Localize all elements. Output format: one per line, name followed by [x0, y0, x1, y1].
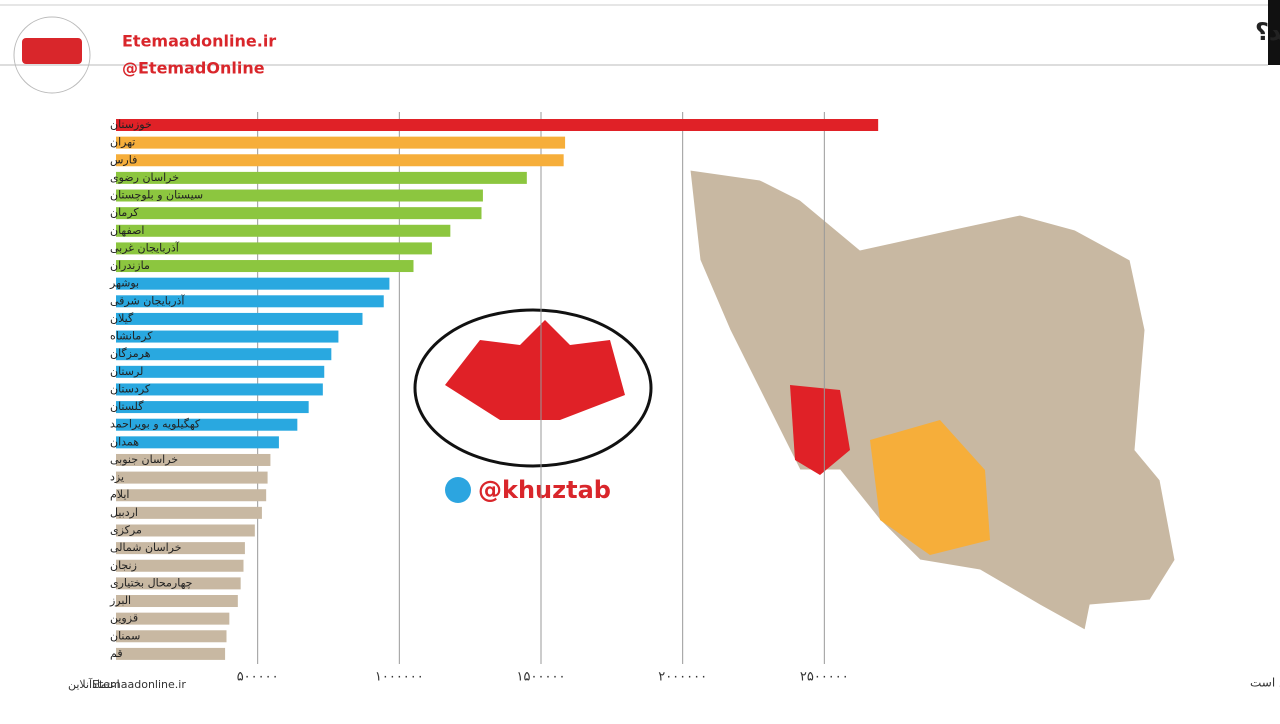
channel-logo — [413, 308, 653, 503]
y-tick-label: خراسان رضوی — [110, 171, 179, 184]
footer-site: Etemaadonline.ir — [92, 678, 186, 691]
y-tick-label: بوشهر — [109, 277, 139, 290]
logo-ring — [13, 16, 91, 94]
bar — [116, 524, 255, 537]
bar — [116, 154, 564, 167]
x-tick-label: ۱۰۰۰۰۰۰ — [375, 670, 424, 685]
bar — [116, 277, 390, 290]
y-tick-label: سمنان — [110, 629, 140, 642]
y-tick-label: همدان — [110, 435, 139, 448]
bar — [116, 260, 414, 273]
y-tick-label: خوزستان — [110, 118, 152, 131]
y-tick-label: ایلام — [110, 488, 130, 501]
y-tick-label: آذربایجان شرقی — [110, 293, 185, 307]
footer-brand: اعتمادآنلاین — [68, 677, 120, 691]
bar — [116, 612, 230, 625]
y-tick-label: فارس — [110, 153, 137, 166]
y-tick-label: تهران — [110, 136, 135, 149]
bar — [116, 595, 238, 608]
bar — [116, 295, 384, 308]
y-tick-label: زنجان — [110, 559, 137, 572]
y-tick-label: گلستان — [110, 400, 144, 413]
map — [689, 169, 1176, 631]
bar — [116, 171, 527, 184]
x-tick-label: ۵۰۰۰۰۰ — [237, 670, 279, 685]
y-tick-label: قزوین — [110, 612, 138, 625]
y-tick-label: اردبیل — [110, 506, 138, 519]
y-tick-label: کردستان — [110, 382, 151, 395]
bar — [116, 630, 227, 643]
y-tick-label: چهارمحال بختیاری — [110, 576, 192, 589]
bar — [116, 383, 323, 396]
plot — [116, 112, 879, 664]
bar — [116, 647, 226, 660]
y-tick-label: سیستان و بلوچستان — [110, 189, 203, 202]
bar — [116, 312, 363, 325]
bar — [116, 418, 298, 431]
site: Etemaadonline.ir — [122, 32, 276, 51]
bar — [116, 224, 451, 237]
bar — [116, 365, 325, 378]
bar — [116, 489, 267, 502]
bar — [116, 577, 241, 590]
bar — [116, 348, 332, 361]
bar — [116, 136, 566, 149]
bar — [116, 401, 309, 414]
y-tick-label: کهگیلویه و بویراحمد — [110, 418, 201, 431]
map-shape — [689, 169, 1176, 631]
bar — [116, 559, 244, 572]
y-tick-label: قم — [110, 647, 123, 660]
y-tick-label: لرستان — [110, 365, 143, 378]
bar — [116, 436, 279, 449]
x-tick-label: ۲۰۰۰۰۰۰ — [658, 670, 707, 685]
bar — [116, 471, 268, 484]
y-tick-label: مازندران — [110, 259, 150, 272]
y-tick-label: کرمانشاه — [110, 330, 153, 343]
logo — [13, 16, 91, 94]
corner-bar — [1268, 0, 1280, 65]
y-tick-label: کرمان — [110, 206, 139, 219]
y-tick-label: خراسان شمالی — [110, 541, 182, 554]
bar — [116, 453, 271, 466]
y-tick-label: هرمزگان — [110, 347, 151, 360]
bar — [116, 119, 879, 131]
y-tick-label: اصفهان — [110, 224, 144, 237]
bar — [116, 242, 432, 255]
channel: @khuztab — [478, 476, 611, 504]
y-tick-label: مرکزی — [110, 523, 142, 536]
bar — [116, 189, 483, 202]
y-tick-label: یزد — [110, 471, 124, 484]
bar — [116, 542, 245, 555]
y-tick-label: البرز — [109, 594, 131, 607]
telegram-icon — [445, 477, 471, 503]
y-tick-label: گیلان — [110, 312, 134, 325]
logo-mark — [22, 38, 82, 64]
bar — [116, 207, 482, 220]
chart-title: کدام استان‌ها بیشترین بودجه را در سال ۹۸… — [1255, 18, 1280, 46]
x-tick-label: ۱۵۰۰۰۰۰ — [517, 670, 566, 685]
handle: @EtemadOnline — [122, 59, 265, 78]
map-highlight — [790, 385, 850, 475]
y-tick-label: خراسان جنوبی — [110, 453, 178, 466]
bar — [116, 506, 262, 519]
x-tick-label: ۲۵۰۰۰۰۰ — [800, 670, 849, 685]
logo-shape — [445, 320, 625, 420]
bar — [116, 330, 339, 343]
map-fars — [870, 420, 990, 555]
y-tick-label: آذربایجان غربی — [110, 240, 180, 254]
